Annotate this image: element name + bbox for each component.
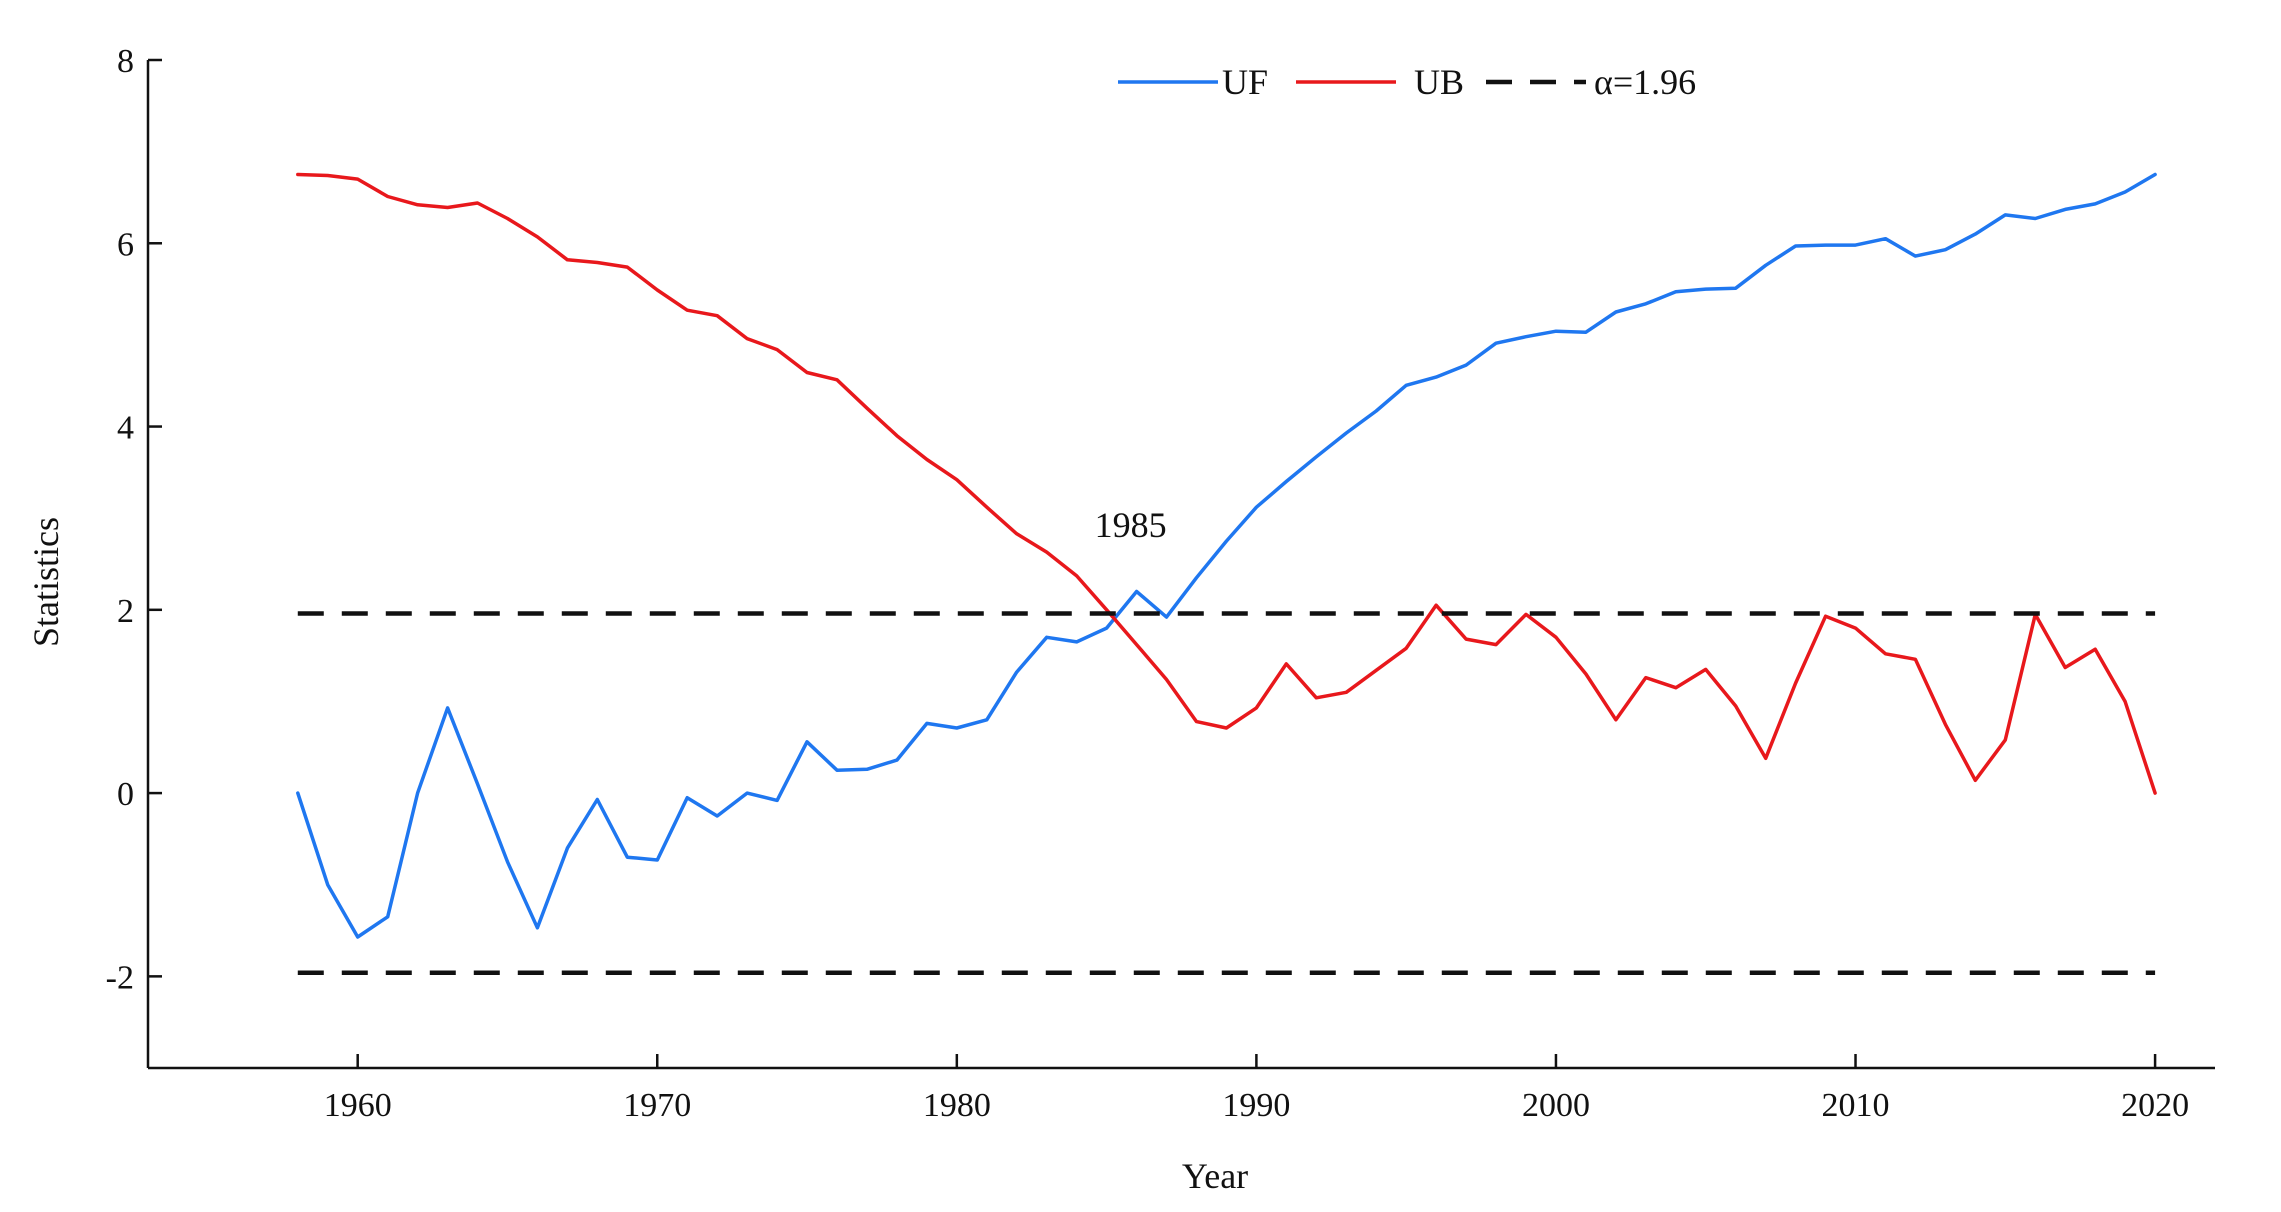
annotation-label: 1985 [1095, 505, 1167, 545]
x-tick-label: 1960 [324, 1087, 392, 1124]
y-axis-label: Statistics [26, 517, 66, 647]
y-tick-label: 0 [117, 776, 134, 813]
x-tick-label: 1990 [1222, 1087, 1290, 1124]
series-layer [296, 172, 2157, 975]
y-tick-label: 4 [117, 410, 134, 447]
axes [146, 60, 2215, 1070]
y-tick-label: -2 [106, 959, 134, 996]
ticks: -2 0 2 4 6 8 1960 1970 1980 1990 2000 2010 2020 [106, 43, 2189, 1124]
y-tick-label: 8 [117, 43, 134, 80]
x-tick-label: 2010 [1822, 1087, 1890, 1124]
series-line-uf [296, 172, 2157, 939]
y-tick-label: 2 [117, 593, 134, 630]
legend: UF UB α=1.96 [1118, 62, 1696, 102]
x-tick-label: 1970 [623, 1087, 691, 1124]
x-axis-label: Year [1182, 1156, 1248, 1196]
series-line-ub [296, 172, 2157, 795]
legend-label-uf: UF [1222, 62, 1268, 102]
x-tick-label: 2000 [1522, 1087, 1590, 1124]
x-tick-label: 1980 [923, 1087, 991, 1124]
annotations: 1985 [1095, 505, 1167, 545]
legend-label-alpha: α=1.96 [1594, 62, 1696, 102]
legend-label-ub: UB [1414, 62, 1464, 102]
x-tick-label: 2020 [2121, 1087, 2189, 1124]
y-tick-label: 6 [117, 226, 134, 263]
